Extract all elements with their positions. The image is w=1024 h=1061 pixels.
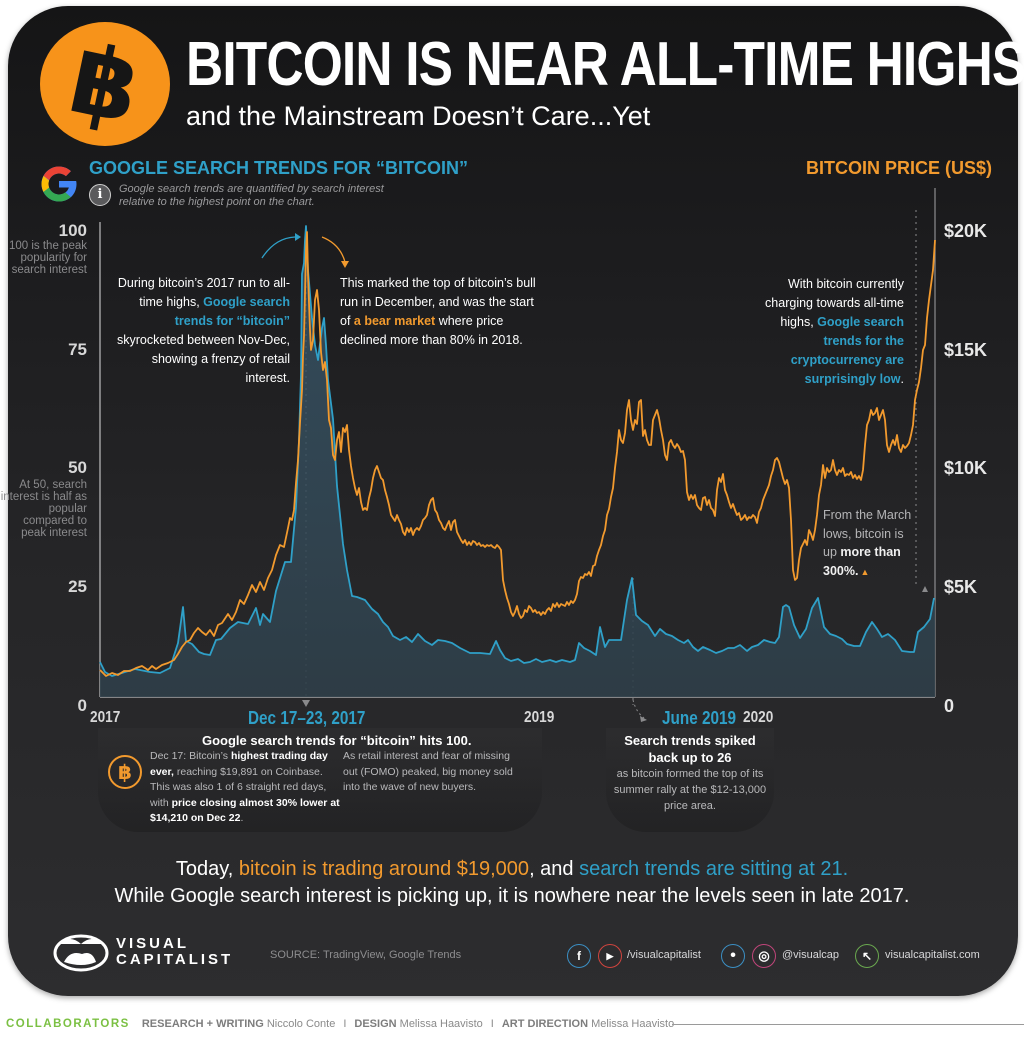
credits-divider xyxy=(672,1024,1024,1025)
june-panel-heading: Search trends spiked back up to 26 xyxy=(624,733,756,765)
instagram-icon[interactable]: ◎ xyxy=(752,944,776,968)
left-tick-50: 50 xyxy=(68,458,87,477)
infographic-card xyxy=(8,6,1018,996)
june-2019-panel xyxy=(606,728,774,832)
social-handle-visualcap[interactable]: @visualcap xyxy=(782,949,840,961)
june-pointer-icon xyxy=(632,699,645,719)
dec-2017-panel xyxy=(98,728,542,832)
june-arrowhead-icon xyxy=(640,716,647,722)
dec-panel-col1: Dec 17: Bitcoin’s highest trading day ev… xyxy=(150,750,340,824)
right-tick-0: 0 xyxy=(944,696,955,716)
credits-bar: COLLABORATORS RESEARCH + WRITING Niccolo … xyxy=(6,1018,675,1030)
brand-name: VISUAL CAPITALIST xyxy=(116,935,234,968)
summary-line-1: Today, bitcoin is trading around $19,000… xyxy=(175,858,849,880)
up-triangle-icon: ▲ xyxy=(860,566,870,577)
page-subtitle: and the Mainstream Doesn’t Care...Yet xyxy=(186,101,651,131)
right-tick-5k: $5K xyxy=(944,577,978,597)
page-title: BITCOIN IS NEAR ALL-TIME HIGHS xyxy=(186,30,1024,99)
x-label-2019: 2019 xyxy=(524,709,555,726)
right-tick-15k: $15K xyxy=(944,340,988,360)
info-text: Google search trends are quantified by s… xyxy=(119,183,384,208)
left-tick-75: 75 xyxy=(68,340,87,359)
search-trend-area xyxy=(100,226,935,697)
youtube-icon[interactable]: ▶ xyxy=(598,944,622,968)
cursor-icon[interactable]: ↖ xyxy=(855,944,879,968)
dec-marker-icon xyxy=(302,700,310,707)
left-tick-25: 25 xyxy=(68,577,87,596)
note-50: At 50, search interest is half as popula… xyxy=(0,479,87,539)
search-trends-heading: GOOGLE SEARCH TRENDS FOR “BITCOIN” xyxy=(89,158,469,178)
bitcoin-logo-icon: ฿ xyxy=(40,22,170,146)
source-text: SOURCE: TradingView, Google Trends xyxy=(270,949,462,961)
bitcoin-price-line xyxy=(99,231,936,677)
x-label-2020: 2020 xyxy=(743,709,774,726)
annotation-run-up: During bitcoin’s 2017 run to all-time hi… xyxy=(117,276,290,385)
right-tick-20k: $20K xyxy=(944,221,988,241)
dec-panel-title: Google search trends for “bitcoin” hits … xyxy=(202,733,472,748)
x-label-dec-2017: Dec 17–23, 2017 xyxy=(248,708,366,728)
annotation-top: This marked the top of bitcoin’s bull ru… xyxy=(340,276,536,347)
june-panel-body: as bitcoin formed the top of its summer … xyxy=(613,768,767,812)
run-up-arrowhead-icon xyxy=(295,233,301,241)
social-handle-visualcapitalist[interactable]: /visualcapitalist xyxy=(627,949,701,961)
right-tick-10k: $10K xyxy=(944,458,988,478)
top-arrow-icon xyxy=(321,236,346,263)
facebook-icon[interactable]: f xyxy=(567,944,591,968)
twitter-icon[interactable]: • xyxy=(721,944,745,968)
website-link[interactable]: visualcapitalist.com xyxy=(885,949,980,961)
current-marker-icon xyxy=(922,586,928,592)
price-heading: BITCOIN PRICE (US$) xyxy=(805,158,992,178)
x-label-2017: 2017 xyxy=(90,709,121,726)
annotation-march: From the March lows, bitcoin is up more … xyxy=(823,508,912,578)
top-arrowhead-icon xyxy=(341,261,349,268)
left-tick-100: 100 xyxy=(58,221,87,240)
visual-capitalist-logo-icon xyxy=(53,934,109,972)
google-logo-icon xyxy=(41,166,77,202)
june-panel-text: Search trends spiked back up to 26 as bi… xyxy=(608,732,772,814)
left-tick-0: 0 xyxy=(77,696,87,715)
run-up-arrow-icon xyxy=(261,236,296,259)
note-100: 100 is the peak popularity for search in… xyxy=(8,240,87,276)
x-label-june-2019: June 2019 xyxy=(662,708,737,728)
info-icon: i xyxy=(89,184,111,206)
dec-panel-col2: As retail interest and fear of missing o… xyxy=(343,750,513,793)
bitcoin-small-icon: ฿ xyxy=(108,755,142,789)
annotation-current: With bitcoin currently charging towards … xyxy=(765,277,904,386)
search-trend-line xyxy=(99,225,935,677)
summary-line-2: While Google search interest is picking … xyxy=(114,885,910,907)
